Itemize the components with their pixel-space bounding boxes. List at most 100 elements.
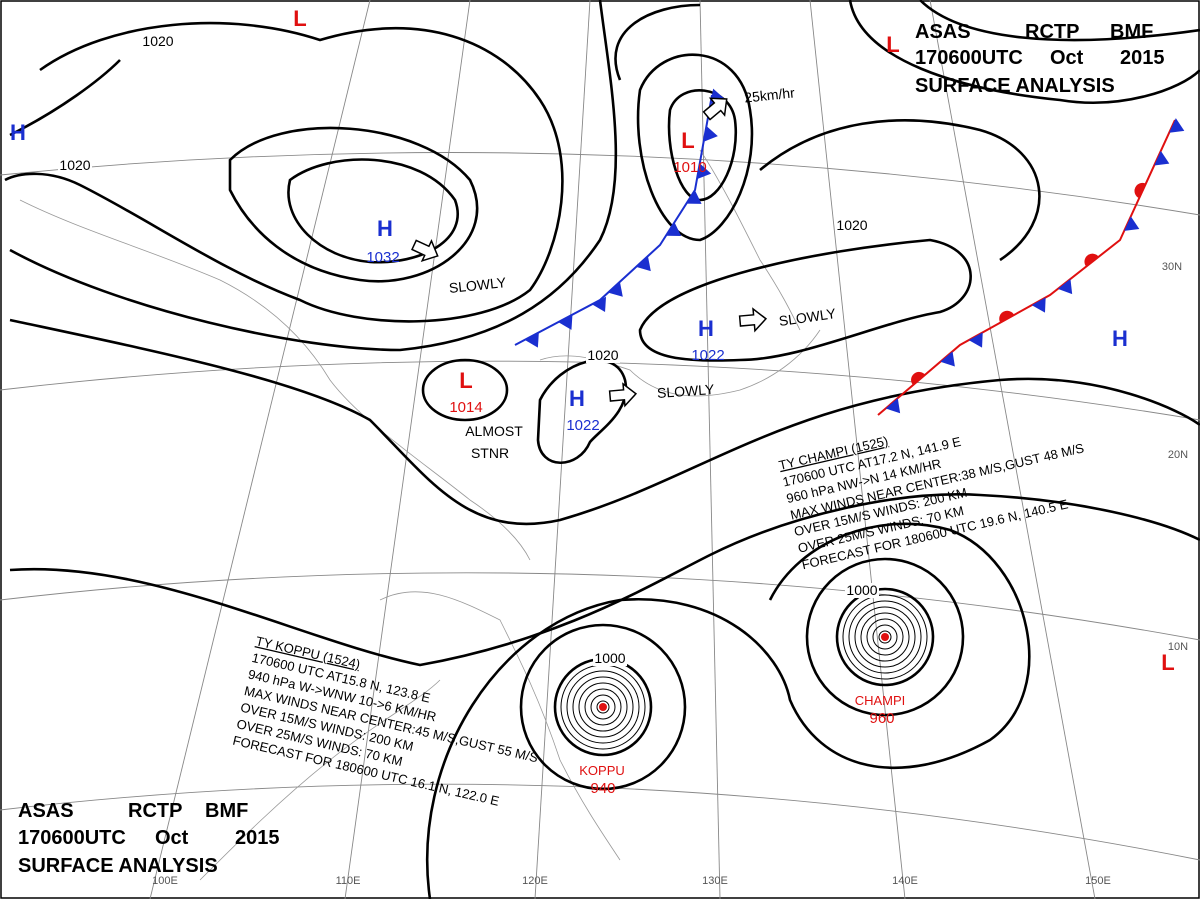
inner-isobar <box>848 600 922 674</box>
front-triangle <box>703 126 718 142</box>
system-pressure: 1032 <box>366 249 399 266</box>
front-semicircle <box>1134 182 1146 199</box>
inner-isobar <box>878 630 892 644</box>
header-word: 2015 <box>235 827 280 849</box>
front-triangle <box>1169 118 1185 133</box>
grid-label: 100E <box>152 875 178 887</box>
typhoon-name: CHAMPI <box>855 693 906 708</box>
header-word: Oct <box>1050 47 1084 69</box>
inner-isobar <box>590 694 616 720</box>
system-symbol: H <box>569 386 585 411</box>
front-triangle <box>1057 278 1073 295</box>
fronts <box>514 88 1185 416</box>
motion-label: SLOWLY <box>448 274 507 296</box>
header-word: RCTP <box>128 800 182 822</box>
isobar-label: 1020 <box>836 217 867 233</box>
inner-isobar <box>842 594 928 680</box>
motion-label: SLOWLY <box>778 305 838 329</box>
isobar-label-bg <box>835 218 869 233</box>
inner-isobar <box>866 618 904 656</box>
front-triangle <box>1124 216 1140 231</box>
system-symbol: L <box>886 32 899 57</box>
front-triangle <box>686 190 702 204</box>
stationary-front <box>877 119 1176 416</box>
front-triangle <box>558 314 573 330</box>
grid-label: 20N <box>1168 449 1188 461</box>
motion-arrow <box>702 97 728 121</box>
isobar-label: 1020 <box>59 157 90 173</box>
isobar-label-bg <box>141 34 175 49</box>
system-pressure: 1022 <box>566 417 599 434</box>
header-word: BMF <box>205 800 248 822</box>
front-triangle <box>524 332 539 348</box>
typhoon-info: TY KOPPU (1524)170600 UTC AT15.8 N, 123.… <box>231 633 539 808</box>
front-triangle <box>1154 150 1170 166</box>
typhoon-name: KOPPU <box>579 763 625 778</box>
system-symbol: H <box>377 216 393 241</box>
title-bottom: ASAS RCTP BMF 170600UTC Oct 2015 SURFACE… <box>18 800 280 877</box>
motion-label: STNR <box>471 445 509 461</box>
typhoon-center <box>881 633 889 641</box>
isobars <box>4 0 1200 899</box>
header-word: Oct <box>155 827 189 849</box>
grid-label: 110E <box>336 875 361 887</box>
front-triangle <box>608 281 623 297</box>
system-symbol: L <box>293 6 306 31</box>
front-triangle <box>591 296 607 313</box>
isobar-label: 1000 <box>846 582 877 598</box>
front-triangle <box>940 351 955 367</box>
motion-label: 25km/hr <box>743 84 795 105</box>
grid-label: 140E <box>892 875 918 887</box>
typhoon-center <box>599 703 607 711</box>
header-word: 170600UTC <box>18 827 126 849</box>
front-triangle <box>885 398 901 414</box>
header-word: RCTP <box>1025 21 1079 43</box>
system-pressure: 1014 <box>449 399 482 416</box>
motion-arrow <box>738 307 768 333</box>
system-symbol: H <box>10 120 26 145</box>
grid-label: 30N <box>1162 261 1182 273</box>
header-word: 2015 <box>1120 47 1165 69</box>
inner-isobar <box>566 670 640 744</box>
isobar-label-bg <box>586 348 620 363</box>
front-triangle <box>665 222 682 236</box>
isobar-label-bg <box>58 158 92 173</box>
grid-label: 130E <box>702 875 728 887</box>
header-word: BMF <box>1110 21 1153 43</box>
inner-isobar <box>578 682 628 732</box>
front-triangle <box>696 163 712 180</box>
inner-isobar <box>596 700 610 714</box>
system-symbol: L <box>1161 650 1174 675</box>
inner-isobar <box>872 624 898 650</box>
isobar-label-bg <box>593 651 627 666</box>
grid-label: 10N <box>1168 641 1188 653</box>
isobar-label: 1020 <box>142 33 173 49</box>
system-symbol: L <box>681 128 694 153</box>
header-word: ASAS <box>915 21 971 43</box>
motion-arrow <box>608 382 638 408</box>
system-pressure: 1010 <box>673 159 706 176</box>
system-pressure: 940 <box>590 780 615 797</box>
isobar-label: 1000 <box>594 650 625 666</box>
inner-isobar <box>572 676 634 738</box>
header-line: SURFACE ANALYSIS <box>18 855 218 877</box>
isobar-label: 1020 <box>587 347 618 363</box>
grid-label: 150E <box>1085 875 1111 887</box>
front-triangle <box>968 332 983 348</box>
motion-label: SLOWLY <box>657 381 716 401</box>
title-top: ASAS RCTP BMF 170600UTC Oct 2015 SURFACE… <box>915 21 1165 97</box>
grid-label: 120E <box>522 875 548 887</box>
header-word: 170600UTC <box>915 47 1023 69</box>
system-symbol: H <box>698 316 714 341</box>
system-symbol: L <box>459 368 472 393</box>
system-pressure: 960 <box>869 710 894 727</box>
front-triangle <box>636 256 651 272</box>
system-symbol: H <box>1112 326 1128 351</box>
inner-isobar <box>854 606 916 668</box>
front-semicircle <box>911 371 926 386</box>
motion-arrow <box>411 239 439 263</box>
cold-front <box>514 94 713 346</box>
inner-isobar <box>584 688 622 726</box>
